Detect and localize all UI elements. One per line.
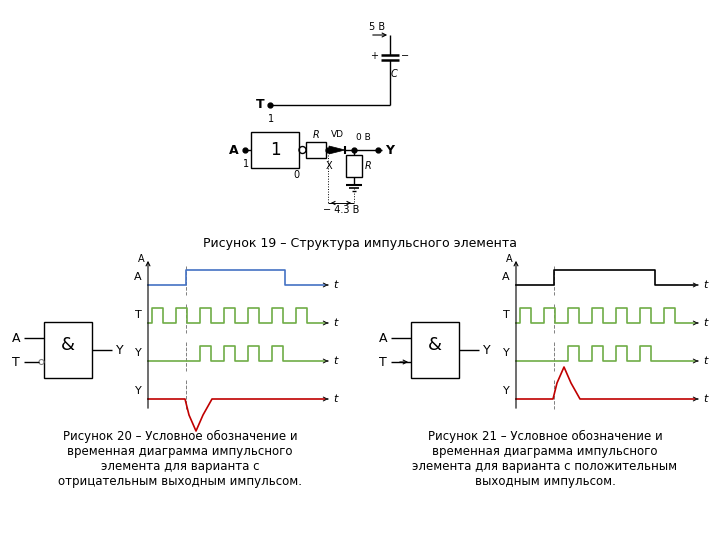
Text: t: t — [333, 394, 338, 404]
Text: t: t — [703, 394, 707, 404]
Text: t: t — [703, 318, 707, 328]
Text: A: A — [230, 144, 239, 157]
Text: R: R — [312, 130, 320, 140]
Text: 0 В: 0 В — [356, 133, 371, 142]
Text: Y: Y — [503, 387, 510, 396]
Text: Y: Y — [503, 348, 510, 359]
Text: 1: 1 — [243, 159, 249, 169]
Text: C: C — [391, 69, 397, 79]
Text: T: T — [503, 310, 510, 321]
Text: Рисунок 20 – Условное обозначение и
временная диаграмма импульсного
элемента для: Рисунок 20 – Условное обозначение и врем… — [58, 430, 302, 488]
Text: A: A — [135, 273, 142, 282]
Text: 5 В: 5 В — [369, 22, 385, 32]
Text: − 4.3 В: − 4.3 В — [323, 205, 359, 215]
Text: &: & — [428, 336, 442, 354]
Polygon shape — [329, 146, 345, 154]
Text: Y: Y — [483, 343, 490, 356]
Text: 0: 0 — [293, 170, 299, 180]
Text: A: A — [506, 254, 513, 264]
Text: A: A — [12, 332, 20, 345]
Text: T: T — [135, 310, 142, 321]
Text: +: + — [370, 51, 378, 61]
Text: t: t — [703, 280, 707, 290]
Text: 1: 1 — [270, 141, 280, 159]
Bar — [251, 132, 299, 168]
Text: Y: Y — [385, 144, 394, 157]
Text: Рисунок 21 – Условное обозначение и
временная диаграмма импульсного
элемента для: Рисунок 21 – Условное обозначение и врем… — [413, 430, 678, 488]
Text: A: A — [138, 254, 145, 264]
Bar — [306, 142, 326, 158]
Text: Y: Y — [116, 343, 124, 356]
Text: Y: Y — [135, 387, 142, 396]
Text: R: R — [365, 161, 372, 171]
Text: VD: VD — [330, 130, 343, 139]
Bar — [346, 155, 362, 177]
Text: T: T — [379, 355, 387, 368]
Text: t: t — [703, 356, 707, 366]
Text: A: A — [379, 332, 387, 345]
Text: t: t — [333, 356, 338, 366]
Text: 1: 1 — [268, 114, 274, 124]
Text: −: − — [401, 51, 409, 61]
Text: Рисунок 19 – Структура импульсного элемента: Рисунок 19 – Структура импульсного элеме… — [203, 237, 517, 250]
Text: T: T — [256, 98, 264, 111]
Bar — [411, 322, 459, 378]
Bar — [44, 322, 92, 378]
Text: Y: Y — [135, 348, 142, 359]
Text: X: X — [325, 161, 333, 171]
Text: &: & — [61, 336, 75, 354]
Text: A: A — [503, 273, 510, 282]
Text: t: t — [333, 318, 338, 328]
Text: T: T — [12, 355, 20, 368]
Text: t: t — [333, 280, 338, 290]
